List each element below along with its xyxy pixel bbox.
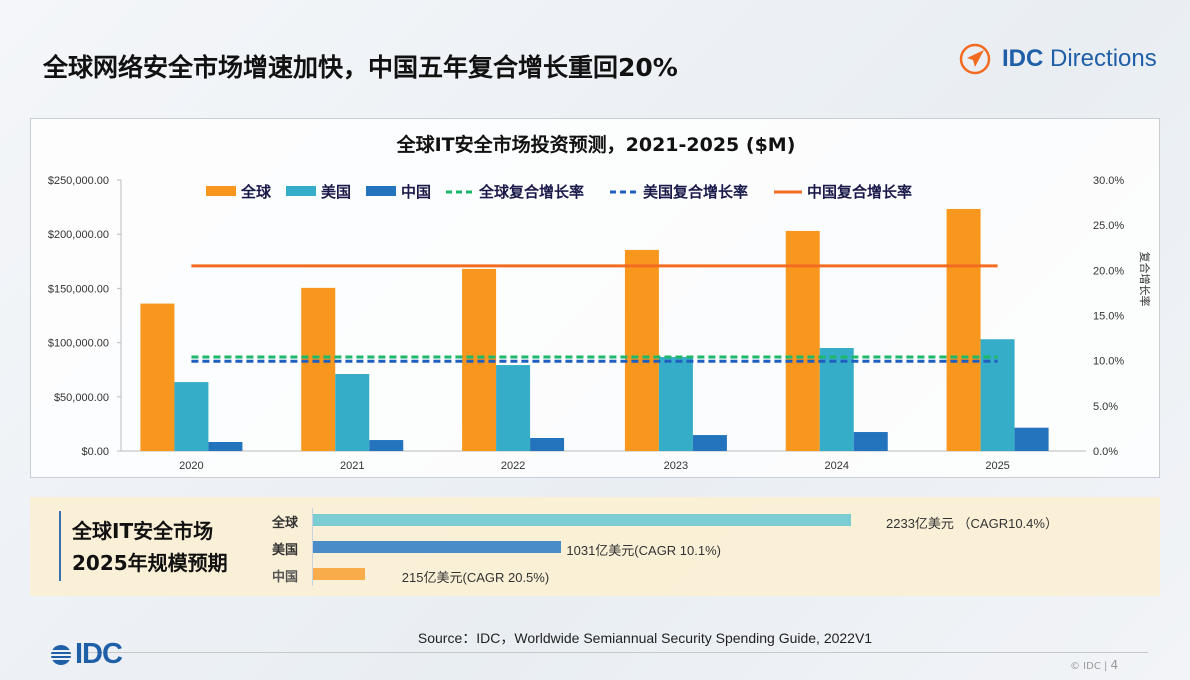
summary-bar — [313, 514, 851, 526]
legend-label: 中国复合增长率 — [807, 183, 912, 201]
bar-美国-2023 — [658, 357, 693, 451]
idc-footer-logo: IDC — [50, 638, 123, 671]
bar-中国-2024 — [853, 432, 888, 451]
idc-logo-text: IDC — [75, 638, 123, 670]
y-tick-label: $0.00 — [81, 446, 109, 458]
y-tick-label: $100,000.00 — [48, 338, 109, 350]
bar-中国-2023 — [692, 435, 727, 451]
summary-row-value: 1031亿美元(CAGR 10.1%) — [566, 543, 722, 558]
bar-美国-2020 — [174, 382, 209, 451]
idc-directions-logo: IDC Directions — [958, 42, 1157, 76]
accent-divider — [59, 511, 61, 581]
y2-tick-label: 0.0% — [1093, 446, 1118, 458]
y-tick-label: $250,000.00 — [48, 175, 109, 187]
chart-title: 全球IT安全市场投资预测，2021-2025 ($M) — [396, 133, 796, 156]
legend-label: 全球 — [240, 183, 272, 201]
legend-label: 全球复合增长率 — [478, 183, 584, 201]
x-tick-label: 2023 — [664, 460, 688, 472]
legend-label: 中国 — [401, 183, 431, 201]
y-tick-label: $150,000.00 — [48, 283, 109, 295]
x-tick-label: 2021 — [340, 460, 364, 472]
x-tick-label: 2022 — [501, 460, 525, 472]
chart-panel: 全球IT安全市场投资预测，2021-2025 ($M) $0.00 $50,000.… — [30, 118, 1160, 478]
summary-heading-line2: 2025年规模预期 — [72, 551, 228, 575]
y2-tick-label: 25.0% — [1093, 220, 1124, 232]
bar-美国-2022 — [496, 365, 531, 451]
bar-中国-2025 — [1014, 427, 1049, 451]
bar-全球-2023 — [624, 249, 659, 451]
summary-heading: 全球IT安全市场 2025年规模预期 — [72, 515, 228, 579]
copyright: © IDC | 4 — [1070, 658, 1119, 672]
legend-swatch — [366, 186, 396, 196]
y-tick-label: $200,000.00 — [48, 229, 109, 241]
slide-title: 全球网络安全市场增速加快，中国五年复合增长重回20% — [43, 53, 678, 82]
summary-row-value: 215亿美元(CAGR 20.5%) — [401, 570, 550, 585]
y2-tick-label: 20.0% — [1093, 265, 1124, 277]
y2-tick-label: 30.0% — [1093, 175, 1124, 187]
page-number: 4 — [1110, 658, 1119, 672]
summary-row-label: 全球 — [272, 516, 299, 531]
source-note: Source：IDC，Worldwide Semiannual Security… — [417, 630, 873, 646]
legend-swatch — [286, 186, 316, 196]
bar-美国-2024 — [819, 348, 854, 451]
summary-row-value: 2233亿美元 （CAGR10.4%） — [886, 516, 1058, 531]
y2-tick-label: 5.0% — [1093, 401, 1118, 413]
legend-swatch — [206, 186, 236, 196]
bar-全球-2025 — [946, 208, 981, 451]
legend-label: 美国复合增长率 — [643, 183, 748, 201]
y-tick-label: $50,000.00 — [54, 392, 109, 404]
x-tick-label: 2024 — [825, 460, 849, 472]
idc-globe-icon — [50, 644, 72, 665]
bar-全球-2021 — [301, 287, 336, 451]
summary-heading-line1: 全球IT安全市场 — [72, 519, 214, 543]
bar-全球-2024 — [785, 230, 820, 451]
compass-arrow-icon — [959, 43, 991, 75]
x-tick-label: 2025 — [985, 460, 1009, 472]
summary-panel: 全球IT安全市场 2025年规模预期 全球 2233亿美元 （CAGR10.4%… — [30, 497, 1160, 596]
summary-bar — [313, 568, 365, 580]
summary-bar — [313, 541, 562, 553]
summary-axis — [312, 508, 313, 586]
footer-divider — [88, 652, 1148, 653]
x-tick-label: 2020 — [179, 460, 203, 472]
bar-中国-2020 — [208, 442, 243, 451]
legend-label: 美国 — [321, 183, 351, 201]
summary-row-label: 美国 — [272, 543, 299, 558]
y2-tick-label: 15.0% — [1093, 311, 1124, 323]
summary-row-label: 中国 — [272, 570, 299, 585]
bar-美国-2021 — [335, 374, 370, 451]
y2-tick-label: 10.0% — [1093, 356, 1124, 368]
bar-中国-2021 — [369, 440, 404, 451]
bar-全球-2020 — [140, 303, 175, 451]
bar-中国-2022 — [530, 437, 565, 451]
y2-axis-label: 复合增长率 — [1138, 252, 1152, 307]
bar-chart: 全球IT安全市场投资预测，2021-2025 ($M) $0.00 $50,000.… — [48, 133, 1152, 472]
logo-text: IDC Directions — [1002, 45, 1157, 72]
